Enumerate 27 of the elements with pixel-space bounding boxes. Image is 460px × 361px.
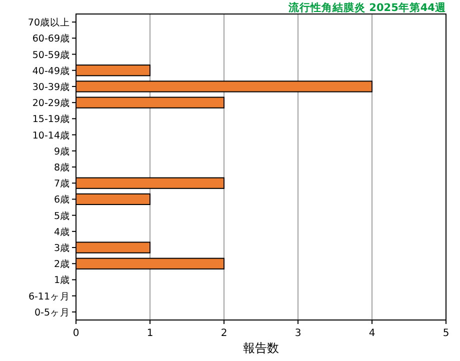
y-tick-label: 3歳 (54, 242, 70, 254)
y-tick-label: 40-49歳 (32, 64, 70, 77)
y-tick-label: 1歳 (54, 274, 70, 286)
x-tick-label: 2 (220, 328, 228, 339)
y-tick-label: 9歳 (54, 145, 70, 158)
x-tick-label: 3 (294, 328, 302, 339)
y-tick-label: 8歳 (54, 162, 70, 174)
y-tick-label: 10-14歳 (32, 129, 70, 142)
y-tick-label: 20-29歳 (32, 97, 70, 110)
y-tick-label: 4歳 (54, 226, 70, 238)
chart-title: 流行性角結膜炎 2025年第44週 (288, 1, 447, 14)
y-tick-label: 50-59歳 (32, 48, 70, 61)
x-tick-label: 5 (442, 328, 450, 339)
y-tick-label: 15-19歳 (32, 113, 70, 126)
y-tick-label: 0-5ヶ月 (34, 307, 70, 318)
y-tick-label: 6歳 (54, 194, 70, 206)
x-tick-label: 0 (72, 328, 80, 339)
y-tick-label: 5歳 (54, 210, 70, 222)
y-tick-label: 7歳 (54, 178, 70, 190)
x-tick-label: 1 (146, 328, 154, 339)
y-tick-label: 60-69歳 (32, 32, 70, 45)
y-tick-label: 70歳以上 (28, 16, 70, 29)
y-tick-label: 2歳 (54, 258, 70, 270)
y-tick-label: 6-11ヶ月 (28, 291, 70, 302)
y-tick-label: 30-39歳 (32, 80, 70, 93)
x-axis-title: 報告数 (243, 341, 279, 355)
x-tick-label: 4 (368, 328, 376, 339)
